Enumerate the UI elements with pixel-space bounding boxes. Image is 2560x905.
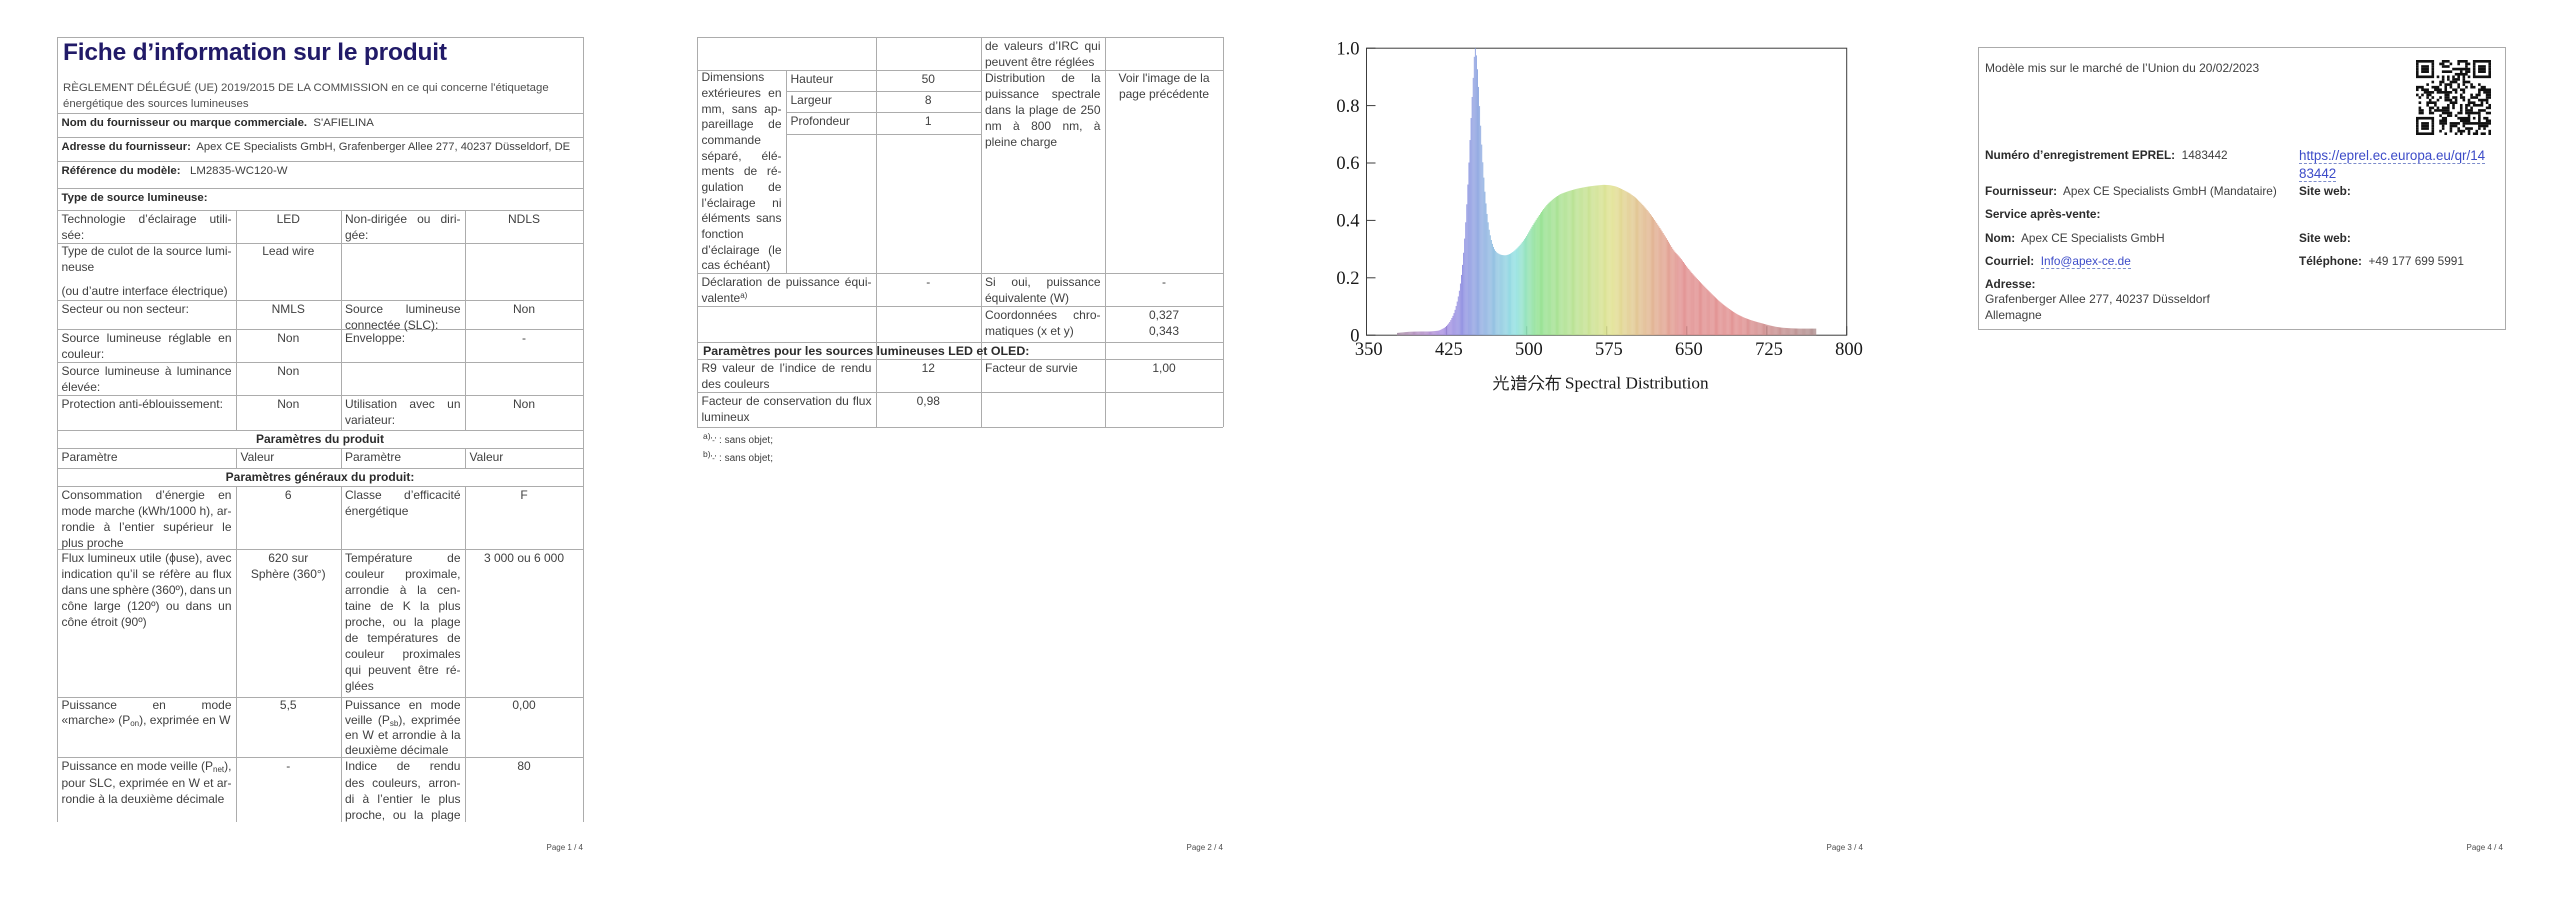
svg-text:650: 650 [1675, 340, 1703, 360]
svg-text:0.8: 0.8 [1336, 97, 1359, 117]
svg-text:350: 350 [1355, 340, 1383, 360]
svg-text:800: 800 [1835, 340, 1863, 360]
svg-text:425: 425 [1435, 340, 1463, 360]
svg-text:1.0: 1.0 [1336, 40, 1359, 59]
svg-text:575: 575 [1595, 340, 1623, 360]
svg-text:0.4: 0.4 [1336, 212, 1359, 232]
svg-text:Spectral Distribution: Spectral Distribution [1565, 373, 1709, 392]
svg-text:0.6: 0.6 [1336, 154, 1359, 174]
svg-text:0: 0 [1350, 326, 1359, 346]
svg-text:0.2: 0.2 [1336, 269, 1359, 289]
svg-text:500: 500 [1515, 340, 1543, 360]
svg-text:725: 725 [1755, 340, 1783, 360]
